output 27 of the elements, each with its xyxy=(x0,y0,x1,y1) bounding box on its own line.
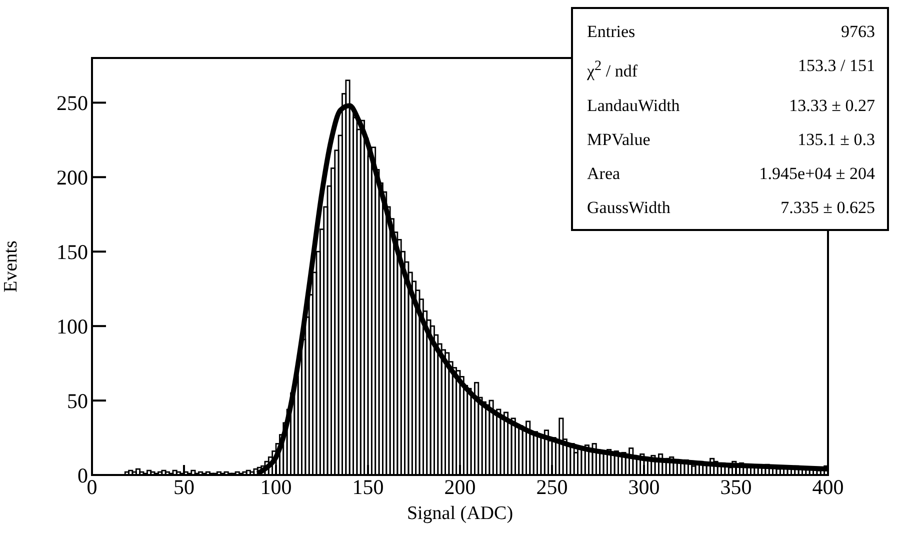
y-tick-label: 100 xyxy=(56,314,88,339)
x-axis-title: Signal (ADC) xyxy=(406,503,514,524)
y-tick-label: 200 xyxy=(56,166,88,190)
y-tick-label: 50 xyxy=(67,388,88,413)
annotation: Area xyxy=(587,162,620,185)
x-tick-label: 400 xyxy=(812,474,844,499)
x-tick-label: 200 xyxy=(444,474,476,499)
annotation: 135.1 ± 0.3 xyxy=(798,128,875,151)
x-tick-label: 50 xyxy=(174,474,194,499)
annotation: LandauWidth xyxy=(587,94,680,117)
annotation: MPValue xyxy=(587,128,650,151)
annotation: 1.945e+04 ± 204 xyxy=(759,162,875,185)
text: Entries xyxy=(587,21,636,43)
x-tick-label: 100 xyxy=(260,474,292,499)
y-tick-label: 150 xyxy=(56,240,88,264)
annotation: 13.33 ± 0.27 xyxy=(789,94,875,117)
x-tick-label: 250 xyxy=(536,474,568,499)
x-tick-label: 150 xyxy=(352,474,384,499)
x-tick-label: 350 xyxy=(720,474,752,499)
text: 9763 xyxy=(841,21,875,43)
y-tick-label: 250 xyxy=(56,91,88,116)
annotation: χ$^{2}$ / ndf xyxy=(587,57,638,83)
annotation: 7.335 ± 0.625 xyxy=(780,196,875,219)
y-axis-title: Events xyxy=(0,240,22,292)
x-tick-label: 300 xyxy=(628,474,660,499)
annotation: 153.3 / 151 xyxy=(798,55,875,77)
annotation: GaussWidth xyxy=(587,196,670,219)
